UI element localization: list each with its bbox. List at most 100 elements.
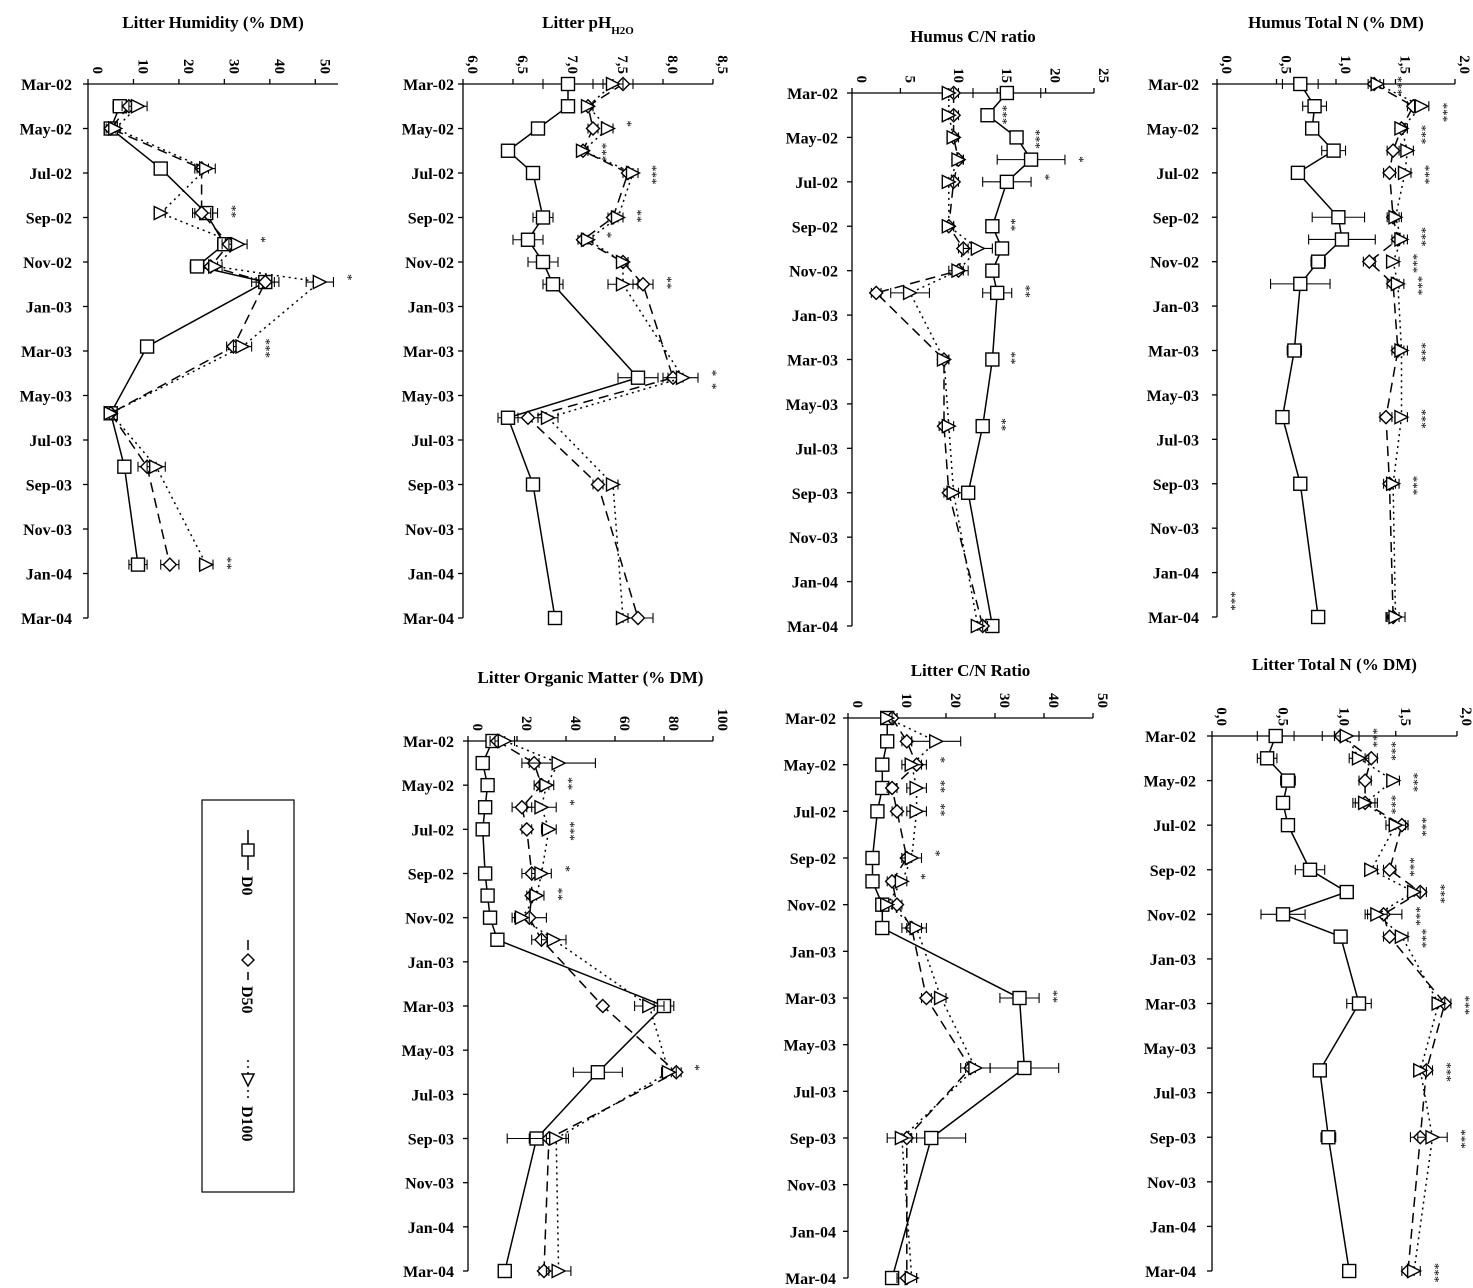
data-point-d100 bbox=[549, 1130, 565, 1147]
date-tick-label: May-03 bbox=[784, 1038, 836, 1055]
date-tick-label: Nov-02 bbox=[405, 911, 454, 928]
significance-marker: * bbox=[600, 232, 615, 239]
significance-marker: *** bbox=[259, 339, 274, 359]
series-line-d100 bbox=[546, 83, 685, 619]
data-point-d100 bbox=[946, 129, 962, 146]
legend-label-d0: D0 bbox=[238, 876, 255, 896]
date-tick-label: Sep-03 bbox=[1153, 477, 1199, 494]
date-tick-label: Mar-04 bbox=[787, 619, 838, 636]
chart-panel-6: Litter C/N Ratio 0 10 20 30 40 50 Mar-02 May-02 J… bbox=[784, 661, 1110, 1288]
value-tick-label: 30 bbox=[996, 693, 1012, 708]
date-tick-label: Mar-04 bbox=[785, 1271, 836, 1288]
date-tick-label: May-02 bbox=[784, 758, 836, 775]
date-tick-label: Nov-03 bbox=[405, 522, 454, 539]
date-tick-label: Jan-03 bbox=[790, 944, 836, 961]
date-tick-label: Jul-02 bbox=[793, 804, 836, 821]
date-tick-label: Jan-04 bbox=[1150, 1219, 1196, 1236]
series-line-d0 bbox=[1266, 735, 1360, 1272]
data-point-d100 bbox=[936, 351, 953, 368]
date-tick-label: May-02 bbox=[402, 778, 454, 795]
significance-marker: * bbox=[1038, 174, 1053, 181]
data-point-d0 bbox=[960, 485, 976, 500]
significance-marker: ** bbox=[660, 276, 675, 289]
data-point-d0 bbox=[130, 557, 146, 572]
date-tick-label: Sep-03 bbox=[1150, 1130, 1196, 1147]
data-point-d100 bbox=[539, 777, 555, 793]
date-tick-label: Nov-03 bbox=[787, 1178, 836, 1195]
data-point-d100 bbox=[1370, 76, 1386, 92]
value-tick-label: 40 bbox=[1045, 693, 1061, 708]
value-tick-label: 100 bbox=[714, 709, 730, 732]
series-d100 bbox=[890, 85, 993, 634]
value-tick-label: 6,0 bbox=[464, 55, 480, 74]
data-point-d0 bbox=[924, 1130, 939, 1146]
value-tick-label: 50 bbox=[1094, 693, 1110, 708]
date-tick-label: Mar-03 bbox=[21, 344, 72, 361]
chart-title: Litter pHH2O bbox=[542, 13, 634, 37]
significance-marker: *** bbox=[1415, 929, 1430, 949]
date-tick-label: Mar-04 bbox=[1145, 1264, 1196, 1281]
data-point-d100 bbox=[103, 405, 119, 421]
data-point-d50 bbox=[899, 733, 915, 749]
value-tick-label: 2,0 bbox=[1458, 707, 1473, 726]
date-tick-label: Jan-03 bbox=[26, 300, 72, 317]
data-point-d0 bbox=[1326, 143, 1341, 158]
significance-marker: *** bbox=[1454, 1129, 1469, 1149]
significance-marker: * bbox=[1072, 156, 1087, 163]
date-tick-label: May-03 bbox=[786, 397, 838, 414]
significance-marker: *** bbox=[1414, 227, 1429, 247]
data-point-d100 bbox=[904, 1270, 920, 1286]
chart-title-main: Litter pH bbox=[542, 13, 611, 32]
chart-title: Humus C/N ratio bbox=[910, 27, 1036, 46]
data-point-d100 bbox=[909, 803, 925, 819]
data-point-d100 bbox=[541, 821, 557, 837]
data-point-d100 bbox=[880, 897, 896, 913]
date-tick-label: Sep-02 bbox=[408, 867, 454, 884]
date-tick-label: Nov-03 bbox=[789, 530, 838, 547]
data-point-d100 bbox=[230, 236, 247, 252]
date-tick-label: May-03 bbox=[20, 389, 72, 406]
data-point-d0 bbox=[497, 1263, 512, 1279]
chart-panel-4: Humus Total N (% DM) 0,0 0,5 1,0 1,5 2,0 Mar-0… bbox=[1147, 13, 1472, 627]
data-point-d100 bbox=[605, 76, 622, 92]
date-tick-label: Mar-04 bbox=[21, 611, 72, 628]
date-tick-label: Jan-03 bbox=[1150, 952, 1196, 969]
data-point-d100 bbox=[148, 459, 165, 475]
significance-marker: * bbox=[254, 236, 269, 243]
significance-marker: *** bbox=[1028, 129, 1043, 149]
data-point-d50 bbox=[1385, 143, 1401, 159]
series-d100 bbox=[880, 710, 991, 1286]
value-tick-label: 40 bbox=[567, 716, 583, 731]
data-point-d0 bbox=[520, 232, 536, 247]
data-point-d50 bbox=[635, 276, 651, 292]
value-tick-label: 1,0 bbox=[1337, 55, 1353, 74]
data-point-d100 bbox=[1431, 995, 1447, 1012]
series-d100 bbox=[1333, 728, 1448, 1279]
data-point-d100 bbox=[497, 733, 513, 749]
date-tick-label: Mar-02 bbox=[403, 734, 454, 751]
significance-marker: *** bbox=[995, 105, 1010, 125]
data-point-d0 bbox=[990, 285, 1005, 301]
data-point-d0 bbox=[153, 161, 168, 176]
value-tick-label: 0 bbox=[89, 67, 105, 75]
value-tick-label: 60 bbox=[616, 716, 632, 731]
significance-marker: *** bbox=[1403, 857, 1418, 877]
series-d0 bbox=[1256, 728, 1372, 1279]
date-tick-label: Sep-02 bbox=[26, 211, 72, 228]
data-point-d100 bbox=[1394, 928, 1410, 945]
data-point-d100 bbox=[933, 990, 950, 1006]
value-tick-label: 7,5 bbox=[614, 55, 630, 74]
data-point-d0 bbox=[1293, 76, 1308, 92]
data-point-d100 bbox=[312, 274, 328, 290]
data-point-d100 bbox=[880, 710, 896, 726]
significance-marker: *** bbox=[1414, 125, 1429, 145]
data-point-d100 bbox=[130, 98, 147, 114]
date-tick-label: Nov-02 bbox=[23, 255, 72, 272]
value-tick-label: 80 bbox=[665, 716, 681, 731]
data-point-d0 bbox=[1304, 121, 1320, 136]
data-point-d100 bbox=[529, 887, 545, 904]
data-point-d100 bbox=[970, 618, 986, 634]
value-tick-label: 6,5 bbox=[514, 55, 530, 74]
data-point-d0 bbox=[500, 410, 516, 425]
data-point-d100 bbox=[1351, 750, 1368, 766]
